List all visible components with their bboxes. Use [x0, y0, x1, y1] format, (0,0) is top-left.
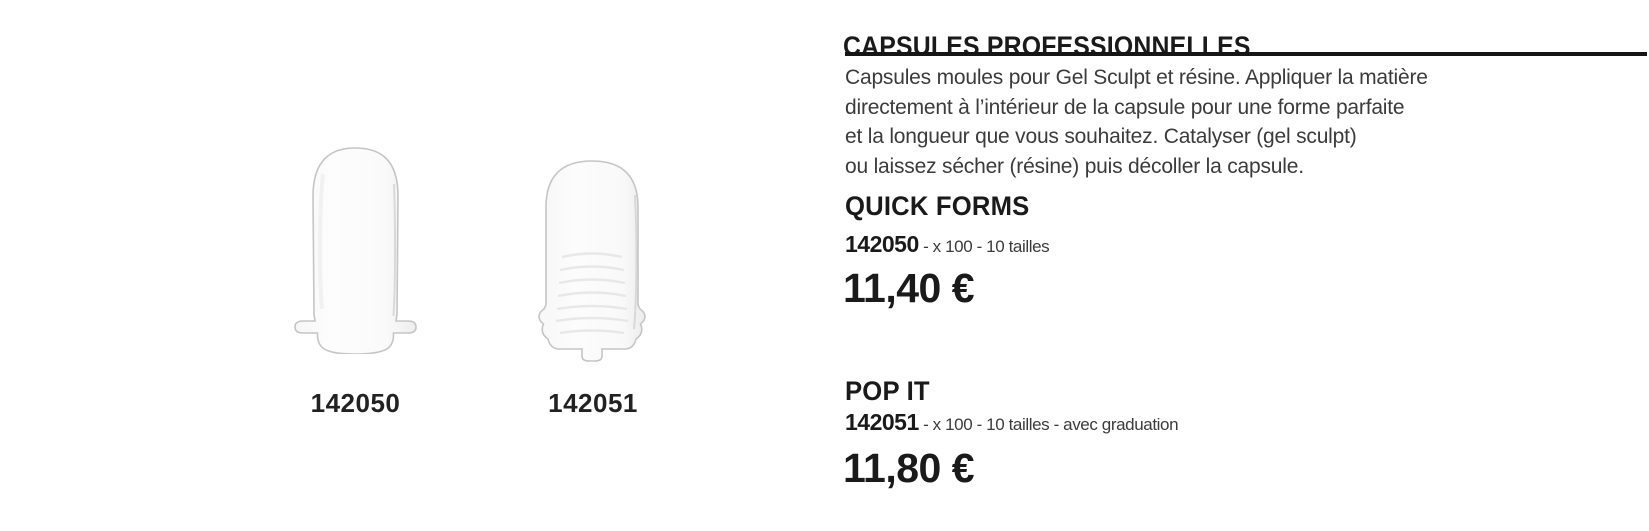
description-line: Capsules moules pour Gel Sculpt et résin… — [845, 66, 1428, 89]
nail-capsule-142051-image — [538, 160, 646, 362]
title-rule — [845, 52, 1647, 56]
figure-label-142050: 142050 — [310, 388, 401, 418]
product-price-142051: 11,80 € — [843, 445, 975, 491]
product-photo-142050: 142050 — [293, 144, 418, 418]
product-price-142050: 11,40 € — [843, 265, 975, 311]
page-title: CAPSULES PROFESSIONNELLES — [843, 31, 1251, 62]
product-photo-142051: 142051 — [534, 157, 652, 418]
product-ref-line-142051: 142051 - x 100 - 10 tailles - avec gradu… — [845, 409, 1179, 436]
graduation-marks — [555, 252, 629, 335]
product-ref-details: - x 100 - 10 tailles — [918, 237, 1050, 256]
product-name-quick-forms: QUICK FORMS — [845, 191, 1030, 221]
product-ref-line-142050: 142050 - x 100 - 10 tailles — [845, 231, 1050, 258]
product-ref-details: - x 100 - 10 tailles - avec graduation — [918, 415, 1179, 434]
nail-capsule-142050-image — [294, 147, 417, 354]
product-ref-code: 142050 — [845, 231, 919, 257]
figure-label-142051: 142051 — [548, 388, 638, 418]
product-ref-code: 142051 — [845, 409, 919, 435]
description-line: et la longueur que vous souhaitez. Catal… — [845, 125, 1357, 148]
product-name-pop-it: POP IT — [845, 376, 930, 406]
description-line: ou laissez sécher (résine) puis décoller… — [845, 154, 1304, 178]
product-description: Capsules moules pour Gel Sculpt et résin… — [845, 63, 1565, 181]
description-line: directement à l’intérieur de la capsule … — [845, 95, 1405, 119]
